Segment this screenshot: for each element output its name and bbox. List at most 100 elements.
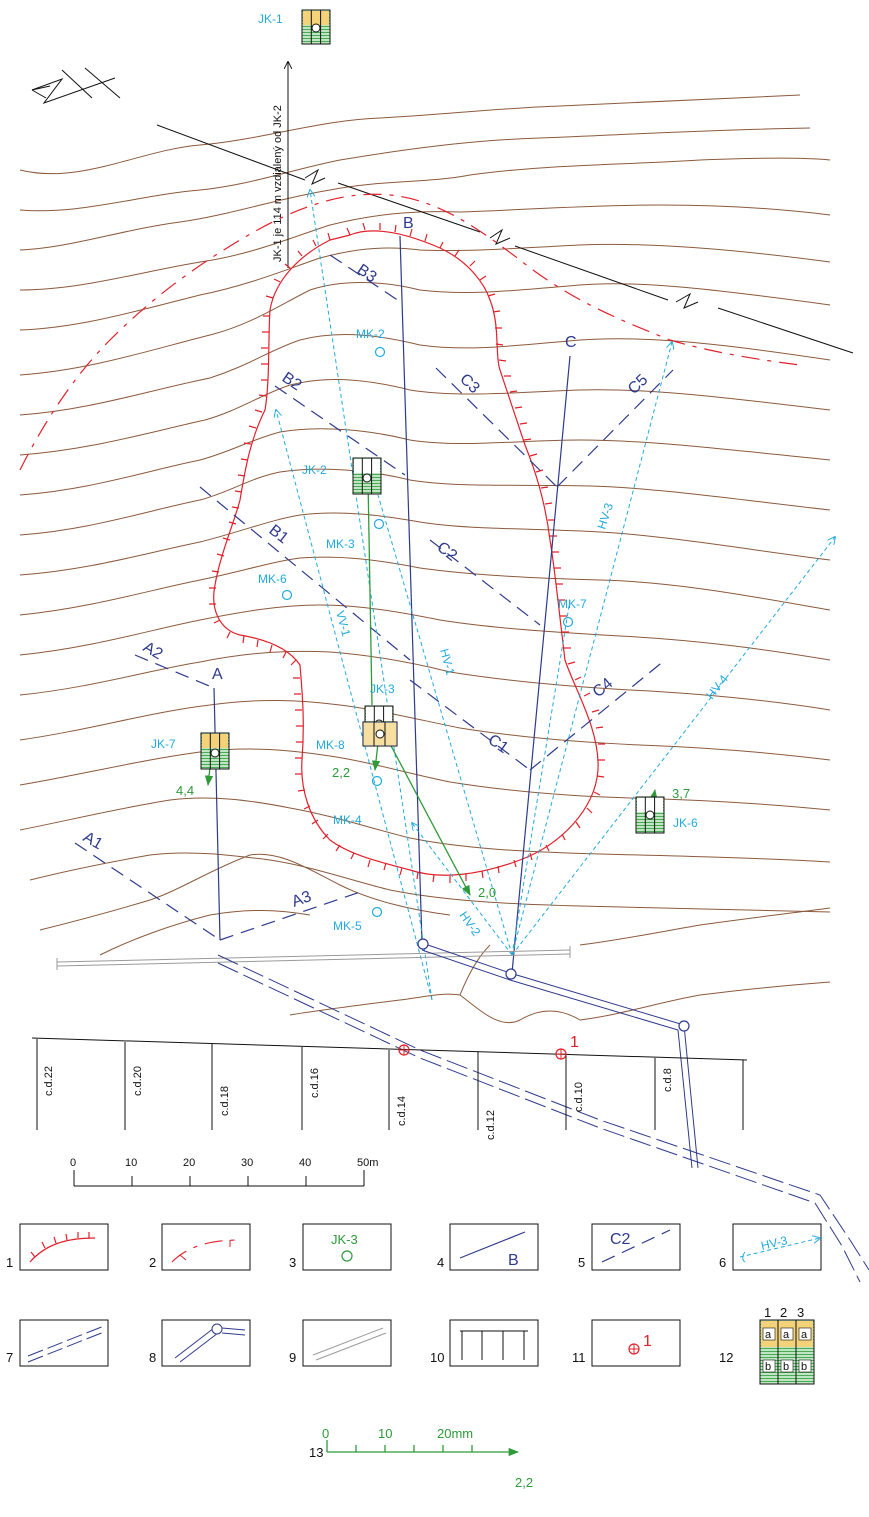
drain-hv1-label: HV-1 <box>437 647 458 677</box>
svg-text:3: 3 <box>797 1305 804 1320</box>
svg-text:b: b <box>801 1361 807 1373</box>
svg-text:3: 3 <box>289 1255 296 1270</box>
svg-text:11: 11 <box>572 1350 586 1365</box>
deformation-vectors: 2,2 2,0 3,7 4,4 <box>176 479 690 900</box>
borehole-jk2 <box>352 457 382 495</box>
stream <box>217 954 869 1283</box>
legend-item-5: 5 C2 <box>578 1223 681 1271</box>
scale-tick-40: 40 <box>299 1157 311 1169</box>
vector-value-3: 3,7 <box>672 786 690 801</box>
monitoring-points: MK-2 MK-3 MK-4 MK-5 MK-6 MK-7 MK-8 <box>258 327 587 933</box>
legend-item-1: 1 <box>6 1223 109 1271</box>
vector-value-2: 2,0 <box>478 885 496 900</box>
monitoring-mk2-label: MK-2 <box>356 327 385 341</box>
legend-item-7: 7 <box>6 1319 109 1367</box>
profile-c5-label: C5 <box>625 371 652 398</box>
svg-text:a: a <box>783 1329 790 1341</box>
borehole-jk6 <box>635 796 665 834</box>
legend-11-sample: 1 <box>643 1333 652 1350</box>
svg-text:10: 10 <box>430 1350 444 1365</box>
vector-scale-num: 13 <box>309 1445 323 1460</box>
black-boundary-lines <box>156 124 854 354</box>
svg-text:b: b <box>765 1361 771 1373</box>
legend-item-11: 11 1 <box>572 1319 681 1367</box>
house-cd10-label: c.d.10 <box>573 1082 585 1112</box>
legend-item-9: 9 <box>289 1319 392 1367</box>
jk1-distance-note: JK-1 je 114 m vzdialený od JK-2 <box>272 105 284 262</box>
svg-text:a: a <box>801 1329 808 1341</box>
contour-lines <box>19 94 831 1024</box>
legend-4-sample: B <box>508 1252 519 1269</box>
house-cd22-label: c.d.22 <box>43 1066 55 1096</box>
borehole-jk1 <box>301 9 331 45</box>
vector-value-1: 2,2 <box>332 765 350 780</box>
scale-tick-50m: 50m <box>357 1157 378 1169</box>
damage-points: 1 <box>398 1034 579 1060</box>
svg-text:a: a <box>765 1329 772 1341</box>
house-cd18-label: c.d.18 <box>219 1086 231 1116</box>
svg-text:7: 7 <box>6 1350 13 1365</box>
profile-b-label: B <box>403 215 414 232</box>
borehole-jk7 <box>200 732 230 770</box>
drain-hv3-label: HV-3 <box>595 501 617 531</box>
legend-item-10: 10 <box>430 1319 539 1367</box>
house-cd8-label: c.d.8 <box>662 1068 674 1092</box>
profile-a2-label: A2 <box>140 639 166 664</box>
vector-value-4: 4,4 <box>176 783 194 798</box>
borehole-symbols: JK-1 JK-2 JK-3 JK-6 <box>151 9 698 834</box>
profile-c-label: C <box>565 334 577 351</box>
legend: 1 2 3 JK-3 4 B 5 C2 <box>6 1223 821 1385</box>
legend-item-12: 12 1 2 3 a a a b b b <box>719 1305 815 1385</box>
house-cd16-label: c.d.16 <box>309 1068 321 1098</box>
svg-text:8: 8 <box>149 1350 156 1365</box>
monitoring-mk8-label: MK-8 <box>316 738 345 752</box>
monitoring-mk5-label: MK-5 <box>333 919 362 933</box>
scale-tick-0: 0 <box>70 1157 76 1169</box>
active-landslide-body <box>209 222 605 883</box>
jk1-reference-line: JK-1 je 114 m vzdialený od JK-2 <box>272 62 288 268</box>
vector-scale-tick-10: 10 <box>378 1426 392 1441</box>
collector-pipe <box>417 938 699 1169</box>
borehole-jk1-label: JK-1 <box>258 12 283 26</box>
svg-text:2: 2 <box>780 1305 787 1320</box>
profile-a-label: A <box>212 666 223 683</box>
house-cd14-label: c.d.14 <box>396 1096 408 1126</box>
house-cd20-label: c.d.20 <box>132 1066 144 1096</box>
house-parcel-line: c.d.22 c.d.20 c.d.18 c.d.16 c.d.14 c.d.1… <box>31 1037 748 1140</box>
svg-text:1: 1 <box>6 1255 13 1270</box>
monitoring-mk7-label: MK-7 <box>558 597 587 611</box>
legend-item-3: 3 JK-3 <box>289 1223 392 1271</box>
damage-point-1-label: 1 <box>570 1034 579 1051</box>
scale-tick-10: 10 <box>125 1157 137 1169</box>
monitoring-mk3-label: MK-3 <box>326 537 355 551</box>
borehole-jk6-label: JK-6 <box>673 816 698 830</box>
legend-6-sample: HV-3 <box>760 1233 789 1253</box>
profile-c-line <box>511 355 571 974</box>
svg-text:12: 12 <box>719 1350 733 1365</box>
profile-c3-label: C3 <box>456 371 483 398</box>
profile-a3-label: A3 <box>290 888 314 911</box>
house-cd12-label: c.d.12 <box>485 1110 497 1140</box>
road <box>56 946 571 970</box>
scale-tick-20: 20 <box>183 1157 195 1169</box>
borehole-jk2-label: JK-2 <box>302 463 327 477</box>
legend-item-2: 2 <box>149 1223 251 1271</box>
vector-scale-tick-20mm: 20mm <box>437 1426 473 1441</box>
legend-5-sample: C2 <box>610 1231 631 1248</box>
vector-scale-example: 2,2 <box>515 1475 533 1490</box>
drain-vv1-label: VV-1 <box>333 609 353 638</box>
vector-scale: 13 0 10 20mm 2,2 <box>309 1426 533 1490</box>
borehole-mk8-symbol <box>362 721 398 747</box>
legend-item-8: 8 <box>149 1319 251 1367</box>
svg-text:9: 9 <box>289 1350 296 1365</box>
profile-b-line <box>399 235 423 944</box>
damage-point-icon <box>555 1048 567 1060</box>
vector-scale-tick-0: 0 <box>322 1426 329 1441</box>
legend-item-4: 4 B <box>437 1223 539 1271</box>
north-arrow-icon <box>31 67 121 105</box>
svg-text:6: 6 <box>719 1255 726 1270</box>
monitoring-mk4-label: MK-4 <box>333 813 362 827</box>
svg-text:5: 5 <box>578 1255 585 1270</box>
scale-tick-30: 30 <box>241 1157 253 1169</box>
